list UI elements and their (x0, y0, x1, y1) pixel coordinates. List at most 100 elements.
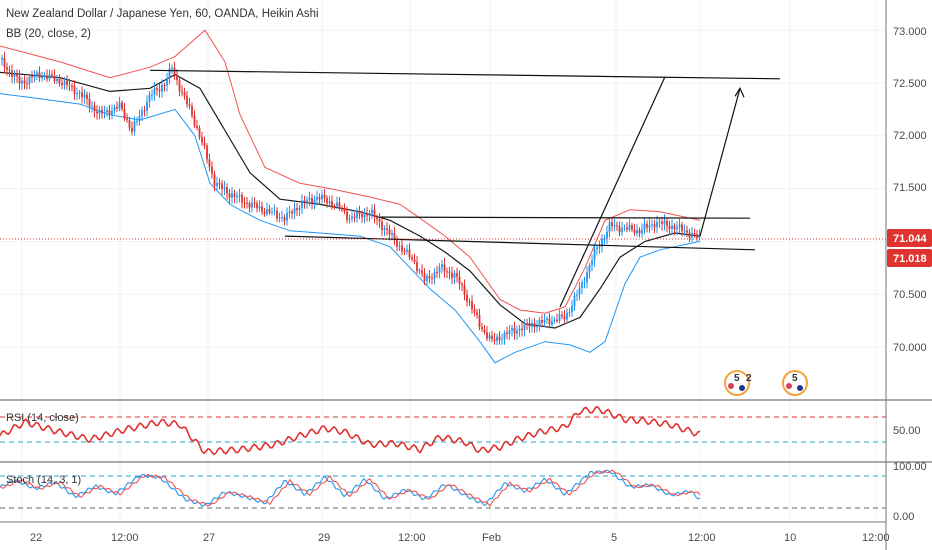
candle-body-130 (326, 197, 328, 204)
candle-body-174 (436, 272, 438, 273)
y-tick-72000: 72.000 (893, 130, 927, 142)
candle-body-175 (438, 267, 441, 273)
grid (0, 0, 886, 522)
trendlines (149, 69, 781, 308)
candle-body-249 (623, 227, 626, 229)
candle-body-0 (1, 58, 3, 60)
time-axis[interactable]: 22 12:00 27 29 12:00 Feb 5 12:00 10 12:0… (30, 532, 890, 544)
candle-body-169 (423, 273, 426, 281)
candle-body-251 (628, 225, 631, 230)
candle-body-89 (223, 187, 226, 189)
candle-body-20 (51, 74, 53, 76)
candle-body-208 (521, 328, 523, 331)
candle-body-187 (468, 301, 471, 303)
candle-body-243 (608, 222, 611, 232)
candle-body-96 (241, 194, 243, 203)
trendline-range-bottom[interactable] (284, 235, 756, 251)
candle-body-145 (363, 213, 366, 218)
candle-body-53 (133, 121, 136, 132)
candle-body-139 (348, 218, 351, 220)
candle-body-146 (366, 213, 368, 216)
candle-body-39 (98, 110, 101, 114)
candle-body-156 (391, 233, 393, 235)
candle-body-186 (466, 294, 468, 302)
candle-body-126 (316, 197, 318, 200)
candle-body-245 (613, 225, 616, 227)
candle-body-102 (256, 203, 258, 209)
secondary-price-tag (887, 249, 932, 267)
candle-body-252 (631, 225, 633, 230)
candle-body-116 (291, 211, 293, 214)
candle-body-165 (413, 259, 416, 262)
stoch-label[interactable]: Stoch (14, 3, 1) (6, 474, 81, 486)
candle-body-32 (81, 92, 83, 98)
trendline-upper-channel[interactable] (149, 69, 781, 80)
event-badge-2[interactable]: 5 (782, 370, 808, 396)
candle-body-172 (431, 278, 433, 280)
candle-body-244 (611, 222, 613, 227)
candle-body-118 (296, 208, 298, 210)
x-tick-1200-d: 12:00 (862, 532, 890, 544)
candle-body-108 (271, 211, 273, 213)
symbol-title[interactable]: New Zealand Dollar / Japanese Yen, 60, O… (6, 8, 319, 20)
candle-body-37 (93, 105, 96, 112)
candle-body-261 (653, 224, 656, 228)
candle-body-31 (78, 92, 81, 94)
candle-body-75 (188, 104, 191, 106)
candle-body-148 (371, 209, 373, 214)
trendline-projection-1[interactable] (559, 76, 666, 308)
candle-body-166 (416, 261, 418, 271)
candle-body-61 (153, 88, 156, 95)
candle-body-159 (398, 245, 401, 247)
candle-body-210 (526, 323, 528, 325)
trendline-projection-2[interactable] (699, 88, 741, 237)
candle-body-125 (313, 199, 316, 204)
candle-body-91 (228, 193, 231, 198)
rsi-label[interactable]: RSI (14, close) (6, 412, 79, 424)
candle-body-164 (411, 257, 413, 260)
candle-body-120 (301, 200, 303, 208)
candle-body-213 (533, 323, 536, 327)
candle-body-189 (473, 309, 476, 313)
bb-indicator-label[interactable]: BB (20, close, 2) (6, 28, 92, 40)
candle-body-54 (136, 120, 138, 122)
candle-body-190 (476, 312, 478, 316)
candle-body-200 (501, 339, 503, 341)
candle-body-119 (298, 207, 301, 210)
candle-body-270 (676, 227, 678, 230)
candle-body-121 (303, 200, 306, 203)
candle-body-224 (561, 314, 563, 317)
price-axis[interactable]: 73.000 72.500 72.000 71.500 70.500 70.00… (887, 26, 932, 523)
candle-body-105 (263, 211, 266, 214)
candle-body-161 (403, 251, 406, 253)
candle-body-273 (683, 230, 686, 232)
candle-body-74 (186, 95, 188, 105)
candle-body-179 (448, 271, 451, 273)
candle-body-141 (353, 216, 356, 218)
candle-body-266 (666, 220, 668, 226)
candle-body-171 (428, 276, 431, 279)
candle-body-215 (538, 320, 541, 327)
event-badge-1[interactable]: 5 2 (724, 370, 752, 396)
trendline-range-top[interactable] (379, 216, 751, 219)
candle-body-33 (83, 94, 86, 98)
indicator-legend: BB (20, close, 2) (6, 28, 91, 40)
candle-body-114 (286, 212, 288, 221)
candle-body-228 (571, 306, 573, 313)
candle-body-131 (328, 201, 331, 204)
candle-body-167 (418, 270, 421, 272)
candle-body-206 (516, 330, 518, 334)
candle-body-278 (696, 234, 698, 238)
candle-body-100 (251, 202, 253, 208)
rsi-line (0, 406, 701, 456)
y-tick-72500: 72.500 (893, 78, 927, 90)
candle-body-14 (36, 72, 38, 76)
candle-body-242 (606, 231, 608, 239)
candle-body-184 (461, 284, 463, 286)
events[interactable]: 5 2 5 (724, 370, 808, 396)
candle-body-13 (33, 75, 36, 78)
candle-body-143 (358, 211, 361, 215)
candle-body-46 (116, 107, 118, 109)
candle-body-8 (21, 80, 23, 84)
